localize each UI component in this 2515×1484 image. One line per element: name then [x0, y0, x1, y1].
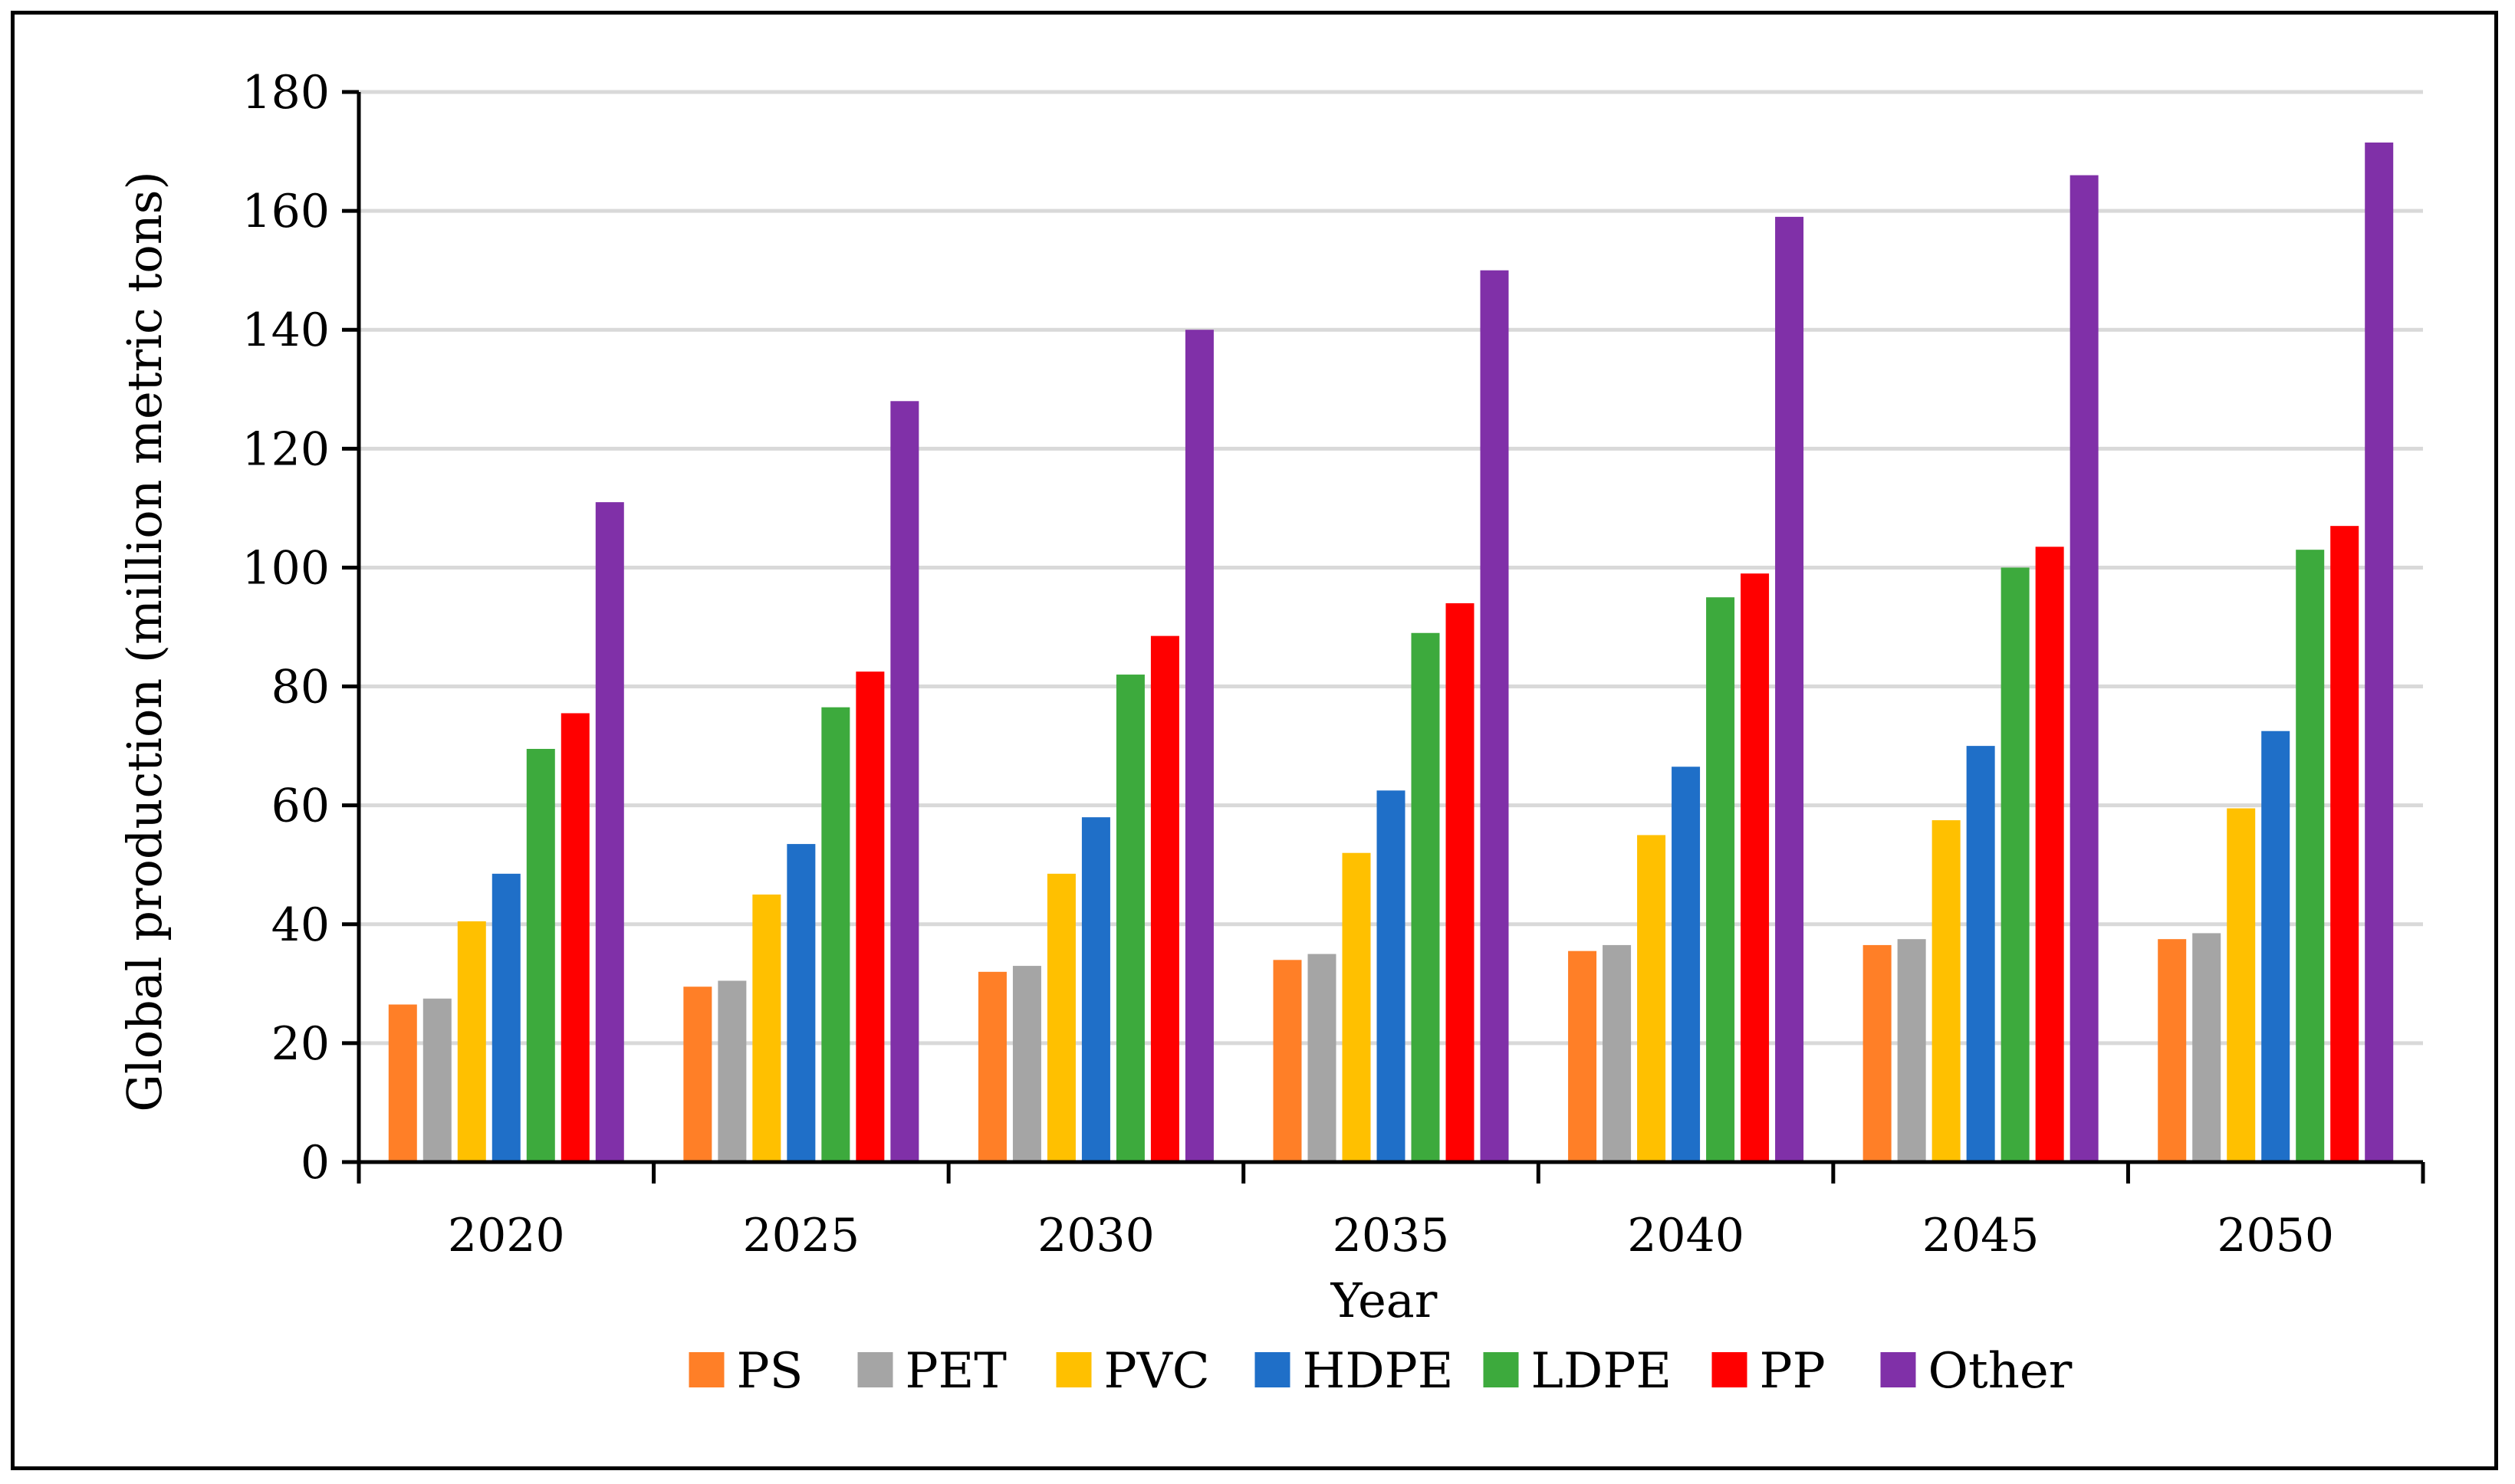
x-tick-label: 2050 [2217, 1209, 2334, 1262]
legend-swatch-hdpe [1254, 1352, 1290, 1387]
legend-label-other: Other [1928, 1343, 2073, 1400]
legend-label-ps: PS [737, 1343, 804, 1400]
bar-other-2020 [595, 502, 624, 1162]
bar-ldpe-2020 [526, 748, 555, 1162]
x-tick-label: 2030 [1037, 1209, 1155, 1262]
y-tick-label: 20 [271, 1017, 330, 1071]
bar-pvc-2025 [752, 895, 781, 1162]
bar-hdpe-2025 [787, 844, 816, 1162]
bar-pet-2050 [2192, 933, 2221, 1162]
legend-swatch-pvc [1056, 1352, 1092, 1387]
bar-other-2040 [1775, 216, 1804, 1162]
legend-swatch-ps [689, 1352, 725, 1387]
x-axis-title: Year [1330, 1272, 1438, 1328]
bar-ldpe-2050 [2296, 550, 2325, 1162]
legend-label-pet: PET [906, 1343, 1008, 1400]
bar-pvc-2030 [1047, 873, 1076, 1162]
y-tick-label: 100 [242, 541, 330, 595]
bar-ps-2025 [683, 987, 712, 1162]
bar-ps-2035 [1273, 960, 1302, 1162]
y-tick-label: 0 [301, 1136, 330, 1190]
bar-pp-2020 [561, 713, 590, 1162]
legend-swatch-pet [857, 1352, 893, 1387]
legend-label-pvc: PVC [1104, 1343, 1210, 1400]
legend-swatch-pp [1711, 1352, 1747, 1387]
bar-pp-2025 [856, 671, 885, 1162]
bar-pvc-2045 [1931, 820, 1961, 1162]
bar-pvc-2020 [457, 921, 486, 1162]
legend-swatch-other [1880, 1352, 1916, 1387]
bar-other-2050 [2365, 142, 2394, 1162]
bar-ps-2050 [2158, 939, 2187, 1162]
bar-ps-2045 [1862, 944, 1892, 1162]
bar-hdpe-2030 [1081, 817, 1110, 1162]
bar-ldpe-2035 [1411, 632, 1440, 1162]
bar-pet-2035 [1307, 954, 1336, 1162]
x-tick-label: 2020 [448, 1209, 565, 1262]
bars [388, 142, 2394, 1163]
bar-hdpe-2050 [2261, 731, 2290, 1162]
bar-other-2025 [890, 401, 919, 1162]
legend-label-hdpe: HDPE [1303, 1343, 1454, 1400]
bar-ldpe-2030 [1116, 675, 1145, 1162]
bar-ps-2020 [388, 1004, 417, 1162]
bar-pvc-2035 [1342, 852, 1371, 1162]
bar-pet-2045 [1897, 939, 1926, 1162]
bar-ldpe-2045 [2000, 567, 2030, 1162]
x-tick-label: 2040 [1627, 1209, 1744, 1262]
bar-pp-2040 [1741, 573, 1770, 1162]
x-tick-label: 2035 [1333, 1209, 1450, 1262]
y-axis-title: Global production (million metric tons) [117, 171, 173, 1111]
bar-pp-2050 [2330, 526, 2359, 1162]
bar-ps-2030 [978, 971, 1007, 1162]
bar-ps-2040 [1568, 950, 1597, 1162]
legend: PS PET PVC HDPE LDPE PP Other [689, 1343, 2073, 1400]
y-tick-label: 40 [271, 898, 330, 952]
bar-pet-2025 [718, 980, 747, 1162]
bar-ldpe-2025 [821, 707, 850, 1162]
y-tick-label: 160 [242, 185, 330, 238]
bar-hdpe-2040 [1672, 767, 1701, 1162]
bar-pet-2020 [422, 998, 452, 1162]
legend-label-ldpe: LDPE [1531, 1343, 1672, 1400]
y-tick-label: 120 [242, 422, 330, 476]
bar-other-2030 [1185, 330, 1214, 1163]
bar-pp-2035 [1445, 602, 1474, 1162]
bar-pp-2045 [2035, 547, 2064, 1162]
axes [342, 90, 2425, 1184]
bar-pet-2030 [1012, 966, 1041, 1162]
bar-hdpe-2045 [1966, 746, 1995, 1162]
bar-pp-2030 [1150, 635, 1179, 1162]
bar-hdpe-2035 [1376, 790, 1405, 1162]
x-tick-label: 2045 [1922, 1209, 2040, 1262]
bar-pet-2040 [1603, 944, 1632, 1162]
bar-hdpe-2020 [491, 873, 521, 1162]
y-tick-label: 140 [242, 304, 330, 357]
y-tick-label: 180 [242, 66, 330, 120]
bar-other-2045 [2070, 175, 2099, 1163]
y-tick-label: 60 [271, 780, 330, 833]
legend-label-pp: PP [1760, 1343, 1826, 1400]
bar-pvc-2040 [1637, 835, 1666, 1162]
legend-swatch-ldpe [1483, 1352, 1519, 1387]
bar-other-2035 [1480, 270, 1509, 1163]
x-tick-label: 2025 [743, 1209, 860, 1262]
bar-ldpe-2040 [1706, 597, 1735, 1162]
bar-pvc-2050 [2227, 808, 2256, 1162]
y-tick-label: 80 [271, 661, 330, 714]
